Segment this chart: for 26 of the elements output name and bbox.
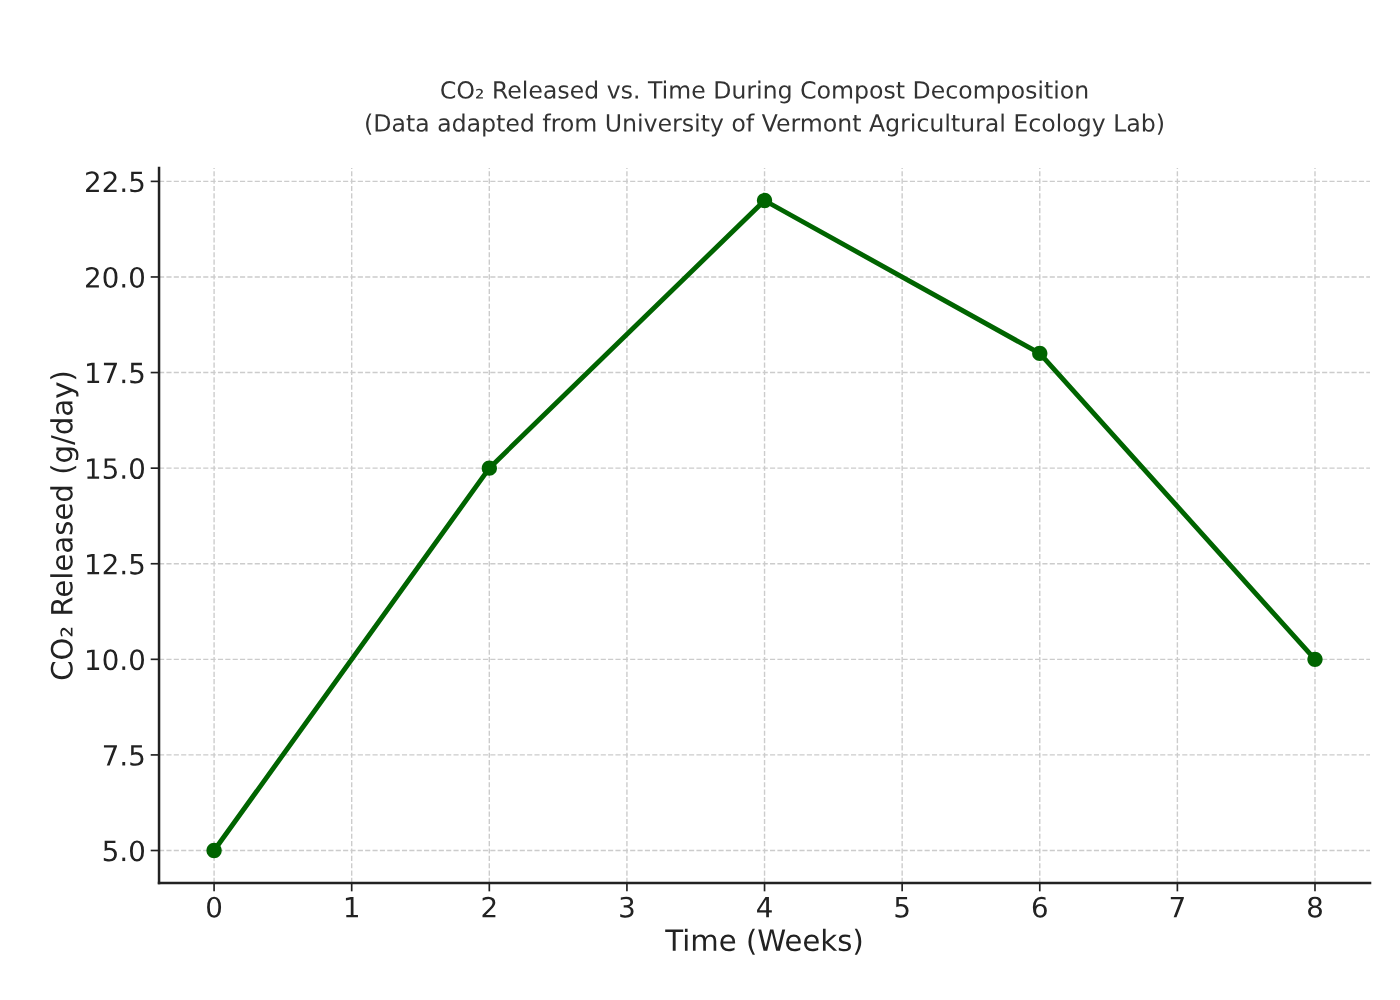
point [756,192,773,209]
point [1032,345,1048,362]
y-tick-label: 15.0 [87,458,144,480]
point [206,842,222,859]
y-axis-title: CO₂ Released (g/day) [50,372,79,680]
x-tick-label: 0 [207,896,222,918]
x-tick-label: 1 [345,897,358,918]
x-axis-title: Time (Weeks) [665,928,862,955]
chart-title: CO₂ Released vs. Time During Compost Decomposition [441,80,1088,104]
y-tick-label: 17.5 [87,362,144,384]
x-tick-label: 4 [757,897,772,918]
x-tick-label: 8 [1308,896,1322,918]
x-tick-label: 7 [1170,897,1184,918]
x-tick-label: 6 [1032,896,1047,918]
y-tick-label: 20.0 [86,266,144,288]
point [1307,651,1323,667]
y-tick-label: 12.5 [87,553,144,575]
y-tick-label: 10.0 [87,649,144,671]
chart-subtitle: (Data adapted from University of Vermont Agricultural Ecology Lab) [366,113,1163,137]
y-tick-label: 5.0 [103,840,144,862]
y-tick-label: 7.5 [103,745,144,766]
point [481,460,497,476]
x-tick-label: 2 [482,896,496,918]
x-tick-label: 3 [620,896,634,918]
y-tick-label: 22.5 [86,171,144,193]
x-tick-label: 5 [895,897,909,918]
